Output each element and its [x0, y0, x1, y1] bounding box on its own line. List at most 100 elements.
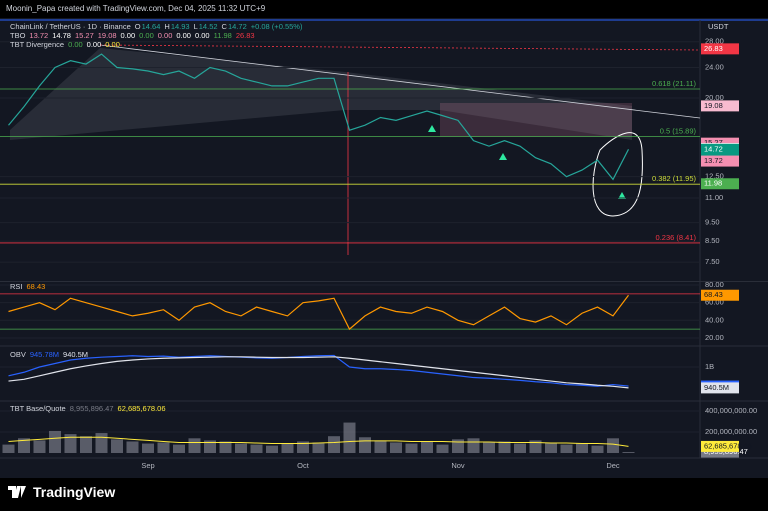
volume-bar	[157, 442, 170, 453]
legend-title: RSI	[10, 282, 23, 291]
indicator-value: 0.00	[68, 40, 83, 49]
legend-value: 940.5M	[63, 350, 89, 359]
last-label-bg	[701, 289, 739, 301]
indicator-name: TBT Divergence	[10, 40, 65, 49]
x-tick-label: Nov	[451, 461, 465, 470]
indicator-value: 26.83	[235, 31, 255, 40]
volume-bar	[297, 441, 309, 453]
price-label-bg	[701, 178, 739, 190]
circle-annotation	[592, 132, 643, 217]
indicator-value: 0.00	[139, 31, 154, 40]
change: +0.08 (+0.55%)	[250, 22, 303, 31]
indicator-value: 19.08	[97, 31, 117, 40]
volume-bar	[204, 440, 216, 453]
indicator-value: 11.98	[213, 31, 232, 40]
rsi-legend: RSI 68.43	[10, 282, 49, 291]
price-label: 15.27	[704, 138, 723, 147]
ohlc-value: 14.52	[198, 22, 218, 31]
volume-bar	[188, 438, 201, 453]
indicator-value: 0.00	[86, 40, 102, 49]
volume-bar	[173, 444, 185, 453]
y-tick-label: 40.00	[705, 315, 724, 324]
price-label: 19.08	[704, 101, 723, 110]
currency: USDT	[708, 22, 729, 31]
chart: 7.50 8.50 9.50 11.00 12.50 20.00 24.00 28.00 0.6…	[0, 18, 768, 478]
y-tick-label: 12.50	[705, 172, 724, 181]
ohlc-key: C	[221, 22, 227, 31]
volume-bar	[126, 441, 139, 453]
signal	[499, 153, 507, 160]
legend-value: 945.78M	[29, 350, 60, 359]
volume-bar	[483, 442, 495, 453]
main-legend: ChainLink / TetherUS · 1D · Binance O14.6…	[10, 22, 306, 49]
ohlc-key: L	[193, 22, 198, 31]
last-label-bg	[701, 440, 739, 452]
price-label: 14.72	[704, 144, 723, 153]
indicator-value: 13.72	[29, 31, 49, 40]
y-tick-label: 24.00	[705, 62, 724, 71]
volume-bar	[49, 430, 61, 453]
volume-bar	[514, 443, 526, 453]
brand: TradingView	[33, 484, 116, 500]
y-tick-label: 20.00	[705, 93, 724, 102]
volume-bar	[436, 444, 449, 453]
y-tick-label: 1B	[705, 362, 714, 371]
x-tick-label: Dec	[606, 461, 620, 470]
y-tick-label: 20.00	[705, 333, 724, 342]
volume-bar	[529, 440, 542, 453]
volume-bar	[576, 443, 588, 453]
price-label: 13.72	[704, 156, 723, 165]
indicator-name: TBO	[10, 31, 26, 40]
y-tick-label: 7.50	[705, 257, 720, 266]
line	[8, 354, 629, 387]
y-tick-label: 11.00	[705, 193, 723, 202]
volume-bar	[18, 438, 30, 453]
volume-bar	[64, 434, 77, 453]
legend-title: OBV	[10, 350, 26, 359]
volume-bar	[266, 445, 278, 453]
dotted-level	[99, 44, 701, 51]
indicator-value: 0.00	[120, 31, 136, 40]
line	[8, 53, 630, 181]
legend-title: ChainLink / TetherUS · 1D · Binance	[10, 22, 131, 31]
legend-value: 8,955,896.47	[69, 404, 114, 413]
indicator-value: 0.00	[194, 31, 210, 40]
line	[8, 356, 629, 389]
volume-bar	[390, 442, 402, 453]
zone	[440, 103, 632, 137]
y-tick-label: 60.00	[705, 298, 724, 307]
volume-bar	[2, 444, 15, 453]
indicator-legend: TBO 13.72 14.78 15.27 19.08 0.00 0.00 0.00 0.00 0…	[10, 31, 306, 40]
price-label-bg	[701, 155, 739, 167]
volume-bar	[80, 436, 92, 453]
price-label: 26.83	[704, 44, 723, 53]
ohlc-key: H	[164, 22, 170, 31]
volume-bar	[142, 443, 154, 453]
indicator-value: 15.27	[74, 31, 94, 40]
indicator-value: 14.78	[52, 31, 71, 40]
signal	[618, 192, 626, 199]
footer: TradingView	[8, 484, 115, 500]
volume-bar	[560, 444, 573, 453]
volume-bar	[328, 436, 340, 453]
trendline	[99, 44, 701, 119]
y-tick-label: 9.50	[705, 218, 720, 227]
y-tick-label: 28.00	[705, 37, 724, 46]
ohlc-value: 14.64	[141, 22, 161, 31]
level-label: 0.382 (11.95)	[652, 174, 697, 183]
last-label: 940.5M	[704, 383, 729, 392]
volume-bar	[498, 441, 511, 453]
volume-bar	[545, 442, 557, 453]
y-tick-label: 400,000,000.00	[705, 406, 757, 415]
logo	[8, 486, 26, 498]
line	[8, 436, 629, 447]
volume-bar	[607, 438, 619, 453]
indicator-value: 0.00	[176, 31, 191, 40]
level-label: 0.5 (15.89)	[660, 126, 697, 135]
volume-bar	[467, 438, 480, 453]
x-tick-label: Sep	[141, 461, 154, 470]
volume-bar	[281, 443, 294, 453]
volume-bar	[359, 437, 371, 453]
volume-bar	[111, 439, 123, 453]
